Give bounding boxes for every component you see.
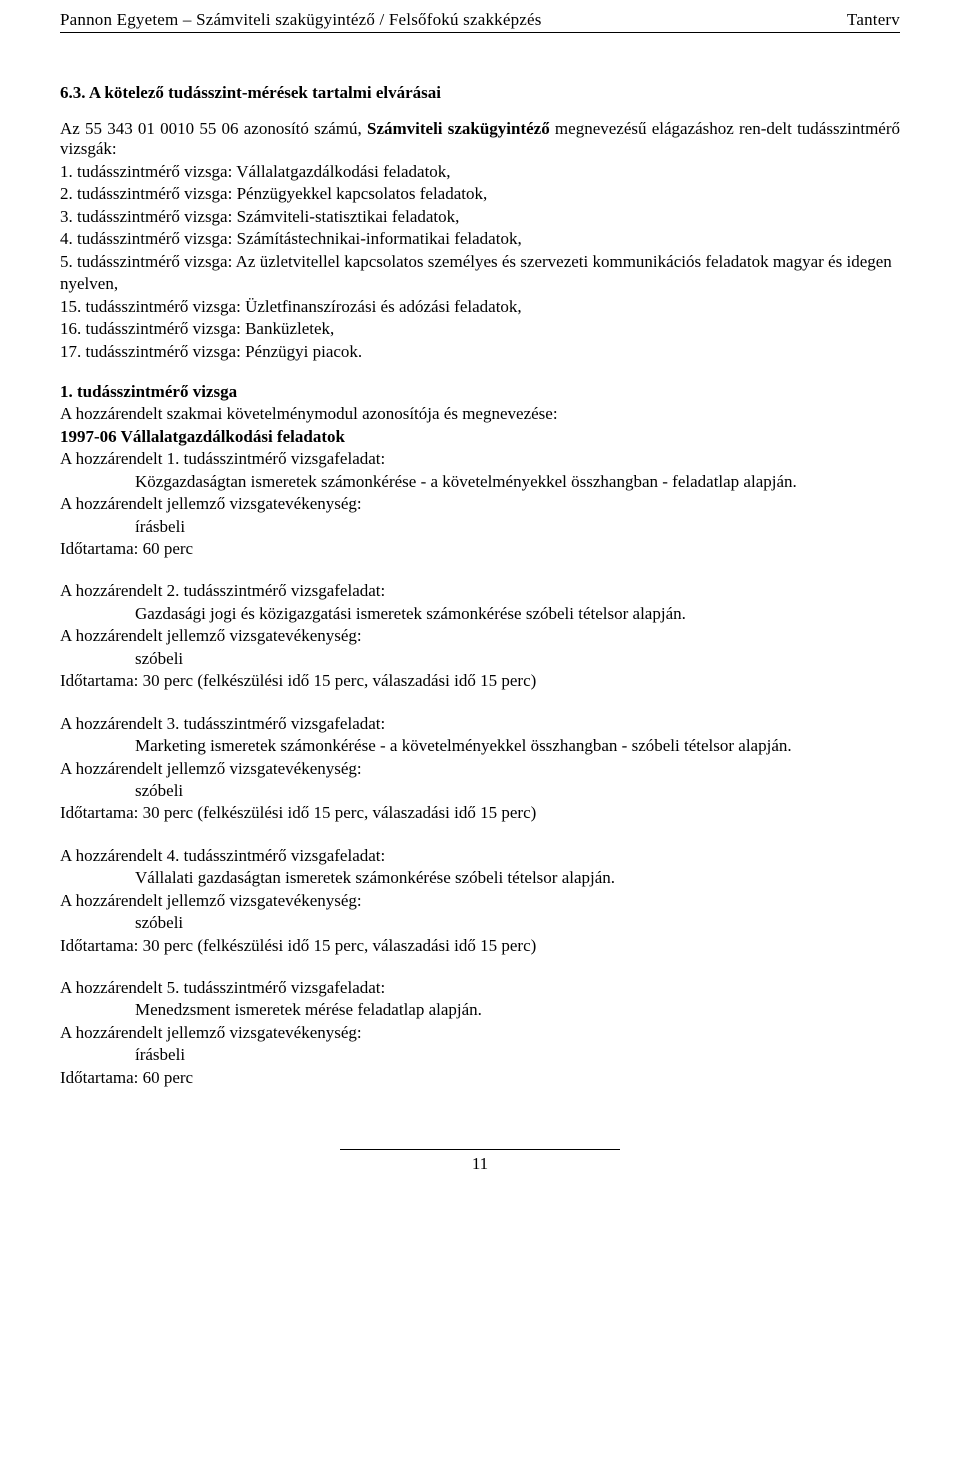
task-3-act: szóbeli [60, 780, 900, 802]
task-1-dur: Időtartama: 60 perc [60, 538, 900, 560]
task-1-title: A hozzárendelt 1. tudásszintmérő vizsgaf… [60, 448, 900, 470]
task-5-desc: Menedzsment ismeretek mérése feladatlap … [60, 999, 900, 1021]
task-5-title: A hozzárendelt 5. tudásszintmérő vizsgaf… [60, 977, 900, 999]
list-item: 15. tudásszintmérő vizsga: Üzletfinanszí… [60, 296, 900, 318]
module-intro: A hozzárendelt szakmai követelménymodul … [60, 403, 900, 425]
header-right: Tanterv [847, 10, 900, 30]
list-item: 17. tudásszintmérő vizsga: Pénzügyi piac… [60, 341, 900, 363]
task-4-title: A hozzárendelt 4. tudásszintmérő vizsgaf… [60, 845, 900, 867]
task-3-title: A hozzárendelt 3. tudásszintmérő vizsgaf… [60, 713, 900, 735]
task-1-act: írásbeli [60, 516, 900, 538]
task-4-act-label: A hozzárendelt jellemző vizsgatevékenysé… [60, 890, 900, 912]
page-footer: 11 [60, 1149, 900, 1174]
task-5-act-label: A hozzárendelt jellemző vizsgatevékenysé… [60, 1022, 900, 1044]
task-1-act-label: A hozzárendelt jellemző vizsgatevékenysé… [60, 493, 900, 515]
task-5-block: A hozzárendelt 5. tudásszintmérő vizsgaf… [60, 977, 900, 1089]
task-3-block: A hozzárendelt 3. tudásszintmérő vizsgaf… [60, 713, 900, 825]
section-number: 6.3. [60, 83, 86, 102]
task-3-act-label: A hozzárendelt jellemző vizsgatevékenysé… [60, 758, 900, 780]
module-code: 1997-06 Vállalatgazdálkodási feladatok [60, 426, 900, 448]
exam-1-block: 1. tudásszintmérő vizsga A hozzárendelt … [60, 381, 900, 561]
header-left: Pannon Egyetem – Számviteli szakügyintéz… [60, 10, 542, 30]
task-2-block: A hozzárendelt 2. tudásszintmérő vizsgaf… [60, 580, 900, 692]
task-4-desc: Vállalati gazdaságtan ismeretek számonké… [60, 867, 900, 889]
task-2-act-label: A hozzárendelt jellemző vizsgatevékenysé… [60, 625, 900, 647]
exam-1-label: 1. tudásszintmérő vizsga [60, 381, 900, 403]
task-2-act: szóbeli [60, 648, 900, 670]
footer-divider [340, 1149, 620, 1150]
task-5-act: írásbeli [60, 1044, 900, 1066]
page-number: 11 [60, 1154, 900, 1174]
list-item: 2. tudásszintmérő vizsga: Pénzügyekkel k… [60, 183, 900, 205]
task-1-desc: Közgazdaságtan ismeretek számonkérése - … [60, 471, 900, 493]
intro-bold: Számviteli szakügyintéző [367, 119, 550, 138]
intro-paragraph: Az 55 343 01 0010 55 06 azonosító számú,… [60, 119, 900, 159]
list-item: 5. tudásszintmérő vizsga: Az üzletvitell… [60, 251, 900, 296]
task-4-dur: Időtartama: 30 perc (felkészülési idő 15… [60, 935, 900, 957]
task-4-block: A hozzárendelt 4. tudásszintmérő vizsgaf… [60, 845, 900, 957]
task-3-dur: Időtartama: 30 perc (felkészülési idő 15… [60, 802, 900, 824]
task-2-dur: Időtartama: 30 perc (felkészülési idő 15… [60, 670, 900, 692]
list-item: 1. tudásszintmérő vizsga: Vállalatgazdál… [60, 161, 900, 183]
page-header: Pannon Egyetem – Számviteli szakügyintéz… [60, 10, 900, 33]
task-3-desc: Marketing ismeretek számonkérése - a köv… [60, 735, 900, 757]
task-2-title: A hozzárendelt 2. tudásszintmérő vizsgaf… [60, 580, 900, 602]
task-2-desc: Gazdasági jogi és közigazgatási ismerete… [60, 603, 900, 625]
list-item: 3. tudásszintmérő vizsga: Számviteli-sta… [60, 206, 900, 228]
section-heading: 6.3. A kötelező tudásszint-mérések tarta… [60, 83, 900, 103]
task-4-act: szóbeli [60, 912, 900, 934]
task-5-dur: Időtartama: 60 perc [60, 1067, 900, 1089]
list-item: 4. tudásszintmérő vizsga: Számítástechni… [60, 228, 900, 250]
list-item: 16. tudásszintmérő vizsga: Banküzletek, [60, 318, 900, 340]
section-title-text: A kötelező tudásszint-mérések tartalmi e… [89, 83, 441, 102]
intro-prefix: Az 55 343 01 0010 55 06 azonosító számú, [60, 119, 367, 138]
exam-list: 1. tudásszintmérő vizsga: Vállalatgazdál… [60, 161, 900, 363]
